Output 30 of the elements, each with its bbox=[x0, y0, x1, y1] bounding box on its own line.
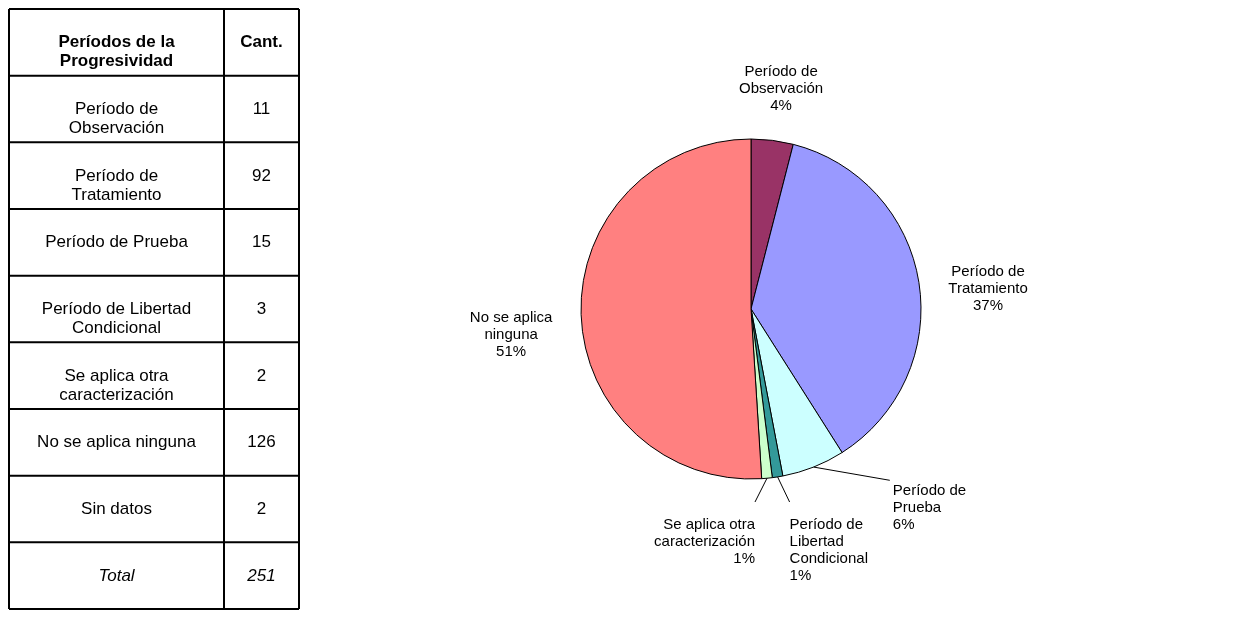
text: 126 bbox=[247, 432, 276, 452]
data-label: 51% bbox=[496, 341, 527, 359]
data-label: 1% bbox=[789, 566, 812, 583]
text: Períodos de la Progresividad bbox=[58, 32, 176, 71]
text: 2 bbox=[256, 365, 267, 385]
slice-label: Período de Observación bbox=[738, 61, 824, 96]
data-label: 4% bbox=[770, 95, 792, 113]
data-label: 1% bbox=[733, 549, 755, 566]
slice-label: Período de Prueba bbox=[892, 481, 967, 516]
text: Período de Observación bbox=[68, 99, 165, 137]
text: No se aplica ninguna bbox=[37, 432, 197, 452]
text: Sin datos bbox=[81, 499, 152, 518]
text: Período de Tratamiento bbox=[71, 165, 162, 204]
text: 3 bbox=[256, 299, 267, 318]
slice-label: Período de Tratamiento bbox=[948, 262, 1028, 297]
text: 92 bbox=[252, 165, 271, 185]
data-label: 37% bbox=[973, 296, 1004, 314]
text: Período de Libertad Condicional bbox=[41, 299, 192, 337]
text: 2 bbox=[256, 499, 267, 518]
slice-label: Se aplica otra caracterización bbox=[654, 515, 756, 549]
text: 11 bbox=[252, 99, 271, 118]
slice-label: No se aplica ninguna bbox=[469, 307, 554, 342]
text: Se aplica otra caracterización bbox=[59, 365, 174, 404]
slice-label: Período de Libertad Condicional bbox=[789, 515, 868, 566]
text: 15 bbox=[252, 232, 271, 252]
text: Período de Prueba bbox=[45, 232, 189, 252]
data-label: 6% bbox=[892, 515, 915, 533]
text: 251 bbox=[246, 565, 276, 585]
text: Total bbox=[98, 565, 136, 585]
text: Cant. bbox=[240, 32, 283, 52]
